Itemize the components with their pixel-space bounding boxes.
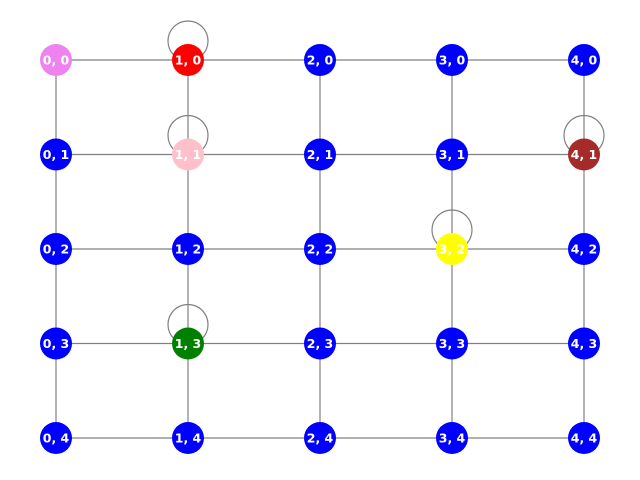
node-circle (568, 44, 600, 76)
node-label: 1, 3 (175, 336, 202, 351)
node-label: 1, 0 (175, 53, 202, 68)
node-4-4: 4, 4 (568, 422, 600, 454)
node-2-1: 2, 1 (304, 138, 336, 171)
node-label: 2, 4 (307, 431, 334, 446)
node-label: 3, 0 (439, 53, 466, 68)
node-circle (304, 138, 336, 171)
node-circle (436, 422, 468, 454)
node-4-3: 4, 3 (568, 327, 600, 360)
node-circle (304, 44, 336, 76)
node-label: 4, 1 (571, 147, 598, 162)
node-label: 2, 2 (307, 242, 334, 257)
node-1-2: 1, 2 (172, 233, 204, 265)
node-circle (568, 327, 600, 360)
node-label: 2, 0 (307, 53, 334, 68)
node-circle (304, 233, 336, 265)
node-0-3: 0, 3 (40, 327, 72, 360)
node-label: 2, 1 (307, 147, 334, 162)
node-label: 3, 4 (439, 431, 466, 446)
node-1-4: 1, 4 (172, 422, 204, 454)
nodes-layer: 0, 0 1, 0 2, 0 3, 0 4, 0 0, 1 1, 1 2, 1 3, 1 4, 1… (40, 44, 600, 454)
node-4-2: 4, 2 (568, 233, 600, 265)
node-label: 4, 2 (571, 242, 598, 257)
node-circle (568, 138, 600, 171)
node-circle (436, 138, 468, 171)
node-3-2: 3, 2 (436, 233, 468, 265)
node-circle (304, 422, 336, 454)
node-label: 3, 1 (439, 147, 466, 162)
node-label: 0, 3 (43, 336, 70, 351)
node-circle (436, 327, 468, 360)
node-2-4: 2, 4 (304, 422, 336, 454)
node-1-1: 1, 1 (172, 138, 204, 171)
node-3-1: 3, 1 (436, 138, 468, 171)
node-3-0: 3, 0 (436, 44, 468, 76)
node-circle (172, 44, 204, 76)
node-circle (304, 327, 336, 360)
node-0-1: 0, 1 (40, 138, 72, 171)
self-loops-layer (167, 20, 605, 346)
node-circle (568, 422, 600, 454)
node-circle (40, 422, 72, 454)
node-circle (172, 138, 204, 171)
node-0-4: 0, 4 (40, 422, 72, 454)
node-0-0: 0, 0 (40, 44, 72, 76)
node-label: 0, 2 (43, 242, 70, 257)
node-label: 4, 3 (571, 336, 598, 351)
node-2-3: 2, 3 (304, 327, 336, 360)
node-label: 1, 2 (175, 242, 202, 257)
node-label: 3, 2 (439, 242, 466, 257)
node-circle (40, 327, 72, 360)
node-2-2: 2, 2 (304, 233, 336, 265)
node-label: 1, 4 (175, 431, 202, 446)
node-4-1: 4, 1 (568, 138, 600, 171)
node-4-0: 4, 0 (568, 44, 600, 76)
node-2-0: 2, 0 (304, 44, 336, 76)
node-label: 0, 0 (43, 53, 70, 68)
node-label: 4, 4 (571, 431, 598, 446)
node-circle (436, 44, 468, 76)
node-label: 2, 3 (307, 336, 334, 351)
node-label: 0, 1 (43, 147, 70, 162)
node-1-3: 1, 3 (172, 327, 204, 360)
node-0-2: 0, 2 (40, 233, 72, 265)
node-1-0: 1, 0 (172, 44, 204, 76)
node-label: 4, 0 (571, 53, 598, 68)
node-circle (172, 327, 204, 360)
node-label: 1, 1 (175, 147, 202, 162)
node-3-4: 3, 4 (436, 422, 468, 454)
node-label: 0, 4 (43, 431, 70, 446)
node-3-3: 3, 3 (436, 327, 468, 360)
node-circle (436, 233, 468, 265)
node-circle (172, 233, 204, 265)
node-circle (568, 233, 600, 265)
node-circle (40, 233, 72, 265)
node-circle (40, 44, 72, 76)
node-label: 3, 3 (439, 336, 466, 351)
node-circle (40, 138, 72, 171)
node-circle (172, 422, 204, 454)
